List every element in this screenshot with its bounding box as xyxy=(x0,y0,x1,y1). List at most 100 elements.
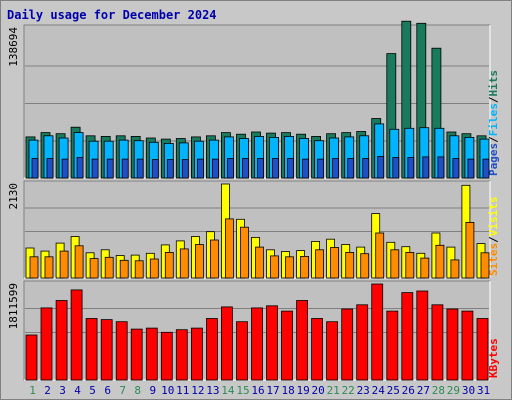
x-tick-label: 30 xyxy=(462,384,475,397)
chart-title: Daily usage for December 2024 xyxy=(7,8,217,22)
bar-kbytes xyxy=(461,310,474,381)
bar-pages xyxy=(196,158,204,179)
x-tick-label: 7 xyxy=(119,384,126,397)
x-tick-label: 3 xyxy=(59,384,66,397)
bar-kbytes xyxy=(476,318,489,381)
bar-kbytes xyxy=(416,290,429,381)
bar-kbytes xyxy=(341,308,354,381)
bar-pages xyxy=(317,158,325,179)
x-tick-label: 13 xyxy=(206,384,219,397)
bar-kbytes xyxy=(160,331,173,381)
legend-item: / xyxy=(487,136,500,143)
bar-pages xyxy=(151,159,159,179)
legend-hits-files-pages: Pages/Files/Hits xyxy=(487,70,500,176)
x-tick-label: 24 xyxy=(372,384,386,397)
bar-pages xyxy=(392,157,400,179)
x-tick-label: 12 xyxy=(191,384,204,397)
bar-sites xyxy=(164,251,174,279)
x-tick-label: 20 xyxy=(311,384,324,397)
bar-kbytes xyxy=(175,329,188,381)
x-tick-label: 9 xyxy=(149,384,156,397)
x-tick-label: 31 xyxy=(477,384,490,397)
legend-kbytes: KBytes xyxy=(487,338,500,378)
x-tick-label: 14 xyxy=(221,384,235,397)
bar-pages xyxy=(91,158,99,179)
x-tick-label: 1 xyxy=(29,384,36,397)
bar-pages xyxy=(347,158,355,179)
bar-sites xyxy=(375,232,385,279)
legend-item: Sites xyxy=(487,243,500,276)
x-tick-label: 5 xyxy=(89,384,96,397)
x-tick-label: 25 xyxy=(387,384,400,397)
legend-item: Pages xyxy=(487,143,500,176)
bar-sites xyxy=(360,253,370,279)
bar-kbytes xyxy=(130,328,143,381)
bar-pages xyxy=(106,158,114,179)
bar-kbytes xyxy=(70,289,83,381)
bar-kbytes xyxy=(281,310,293,381)
x-tick-label: 2 xyxy=(44,384,51,397)
bar-sites xyxy=(420,257,430,279)
bar-pages xyxy=(166,159,174,179)
bar-pages xyxy=(437,156,445,179)
bar-pages xyxy=(61,158,69,179)
bar-pages xyxy=(242,158,249,179)
y-max-label: 1811599 xyxy=(7,283,20,329)
bar-sites xyxy=(119,259,129,279)
bar-sites xyxy=(390,249,400,279)
bar-pages xyxy=(407,157,415,179)
x-tick-label: 19 xyxy=(296,384,309,397)
x-tick-label: 15 xyxy=(236,384,249,397)
x-tick-label: 8 xyxy=(134,384,141,397)
bar-kbytes xyxy=(371,283,384,381)
bar-sites xyxy=(345,251,355,279)
legend-item: / xyxy=(487,96,500,103)
bar-sites xyxy=(435,244,445,279)
x-tick-label: 23 xyxy=(357,384,370,397)
bar-pages xyxy=(181,159,189,179)
bar-kbytes xyxy=(100,319,113,381)
bar-sites xyxy=(74,245,84,279)
bar-kbytes xyxy=(190,327,203,381)
bar-pages xyxy=(257,158,264,179)
bar-kbytes xyxy=(296,300,309,381)
bar-kbytes xyxy=(386,310,399,381)
x-tick-label: 4 xyxy=(74,384,81,397)
bar-kbytes xyxy=(251,307,263,381)
bar-pages xyxy=(211,158,219,179)
bar-kbytes xyxy=(356,304,369,381)
x-tick-label: 17 xyxy=(266,384,279,397)
x-tick-label: 6 xyxy=(104,384,111,397)
bar-sites xyxy=(209,239,219,279)
x-tick-label: 22 xyxy=(342,384,355,397)
bar-kbytes xyxy=(431,304,444,381)
bar-pages xyxy=(362,158,370,179)
x-tick-label: 27 xyxy=(417,384,430,397)
legend-visits-sites: Sites/Visits xyxy=(487,197,500,277)
bar-sites xyxy=(480,252,490,279)
bar-sites xyxy=(59,250,69,279)
legend-item: KBytes xyxy=(487,338,500,378)
bar-kbytes xyxy=(205,318,218,381)
bar-sites xyxy=(240,226,249,279)
bar-kbytes xyxy=(266,305,278,381)
x-tick-label: 11 xyxy=(176,384,189,397)
bar-sites xyxy=(179,248,189,279)
legend-item: Visits xyxy=(487,197,500,237)
bar-pages xyxy=(46,158,54,179)
bar-sites xyxy=(194,244,204,279)
bar-sites xyxy=(315,249,325,279)
bar-pages xyxy=(287,158,294,179)
bar-kbytes xyxy=(220,306,233,381)
bar-kbytes xyxy=(401,292,414,381)
y-max-label: 138694 xyxy=(7,27,20,67)
bar-pages xyxy=(422,156,430,179)
bar-sites xyxy=(224,218,234,279)
bar-sites xyxy=(255,246,264,279)
legend-item: Files xyxy=(487,103,500,136)
bar-sites xyxy=(300,255,310,279)
bar-pages xyxy=(332,158,340,179)
bar-pages xyxy=(272,158,279,179)
bar-sites xyxy=(104,256,114,279)
